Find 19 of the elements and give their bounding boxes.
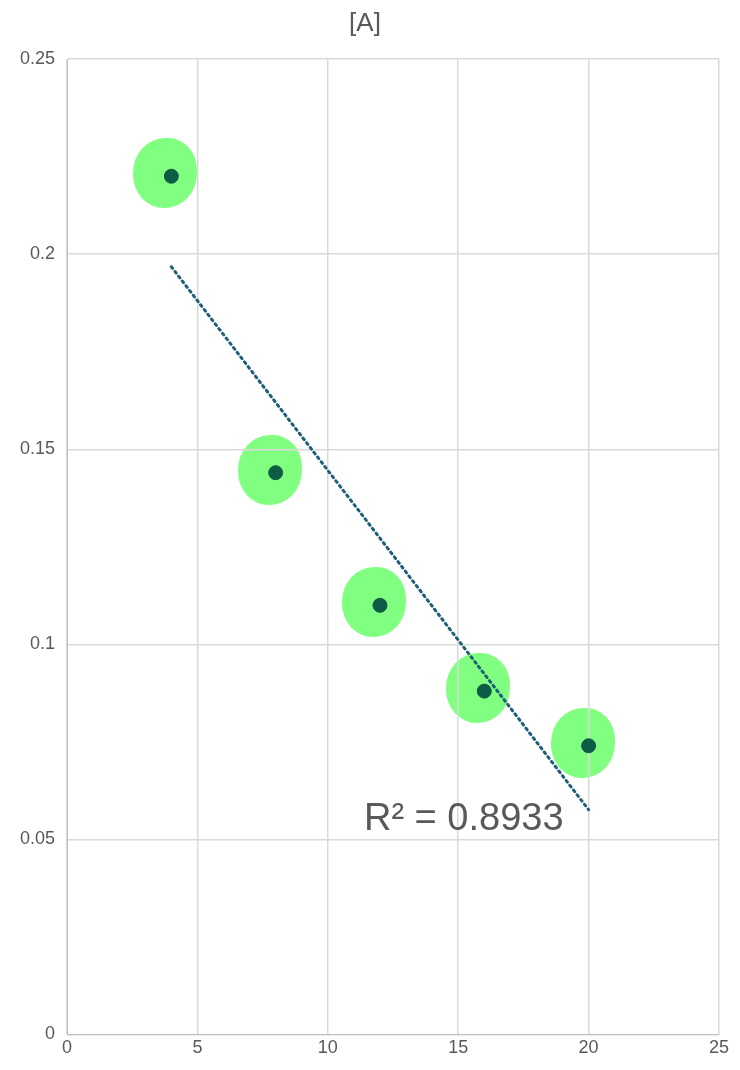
x-tick-label: 5 xyxy=(192,1037,203,1058)
point xyxy=(476,683,492,699)
point xyxy=(163,168,179,184)
y-tick-label: 0 xyxy=(45,1023,56,1044)
point xyxy=(268,465,284,481)
x-tick-label: 25 xyxy=(708,1037,729,1058)
x-tick-label: 10 xyxy=(317,1037,338,1058)
y-tick-label: 0.05 xyxy=(19,828,56,849)
y-tick-label: 0.2 xyxy=(30,243,56,264)
chart-title: [A] xyxy=(349,6,381,37)
x-tick-label: 20 xyxy=(578,1037,599,1058)
point xyxy=(581,738,597,754)
y-tick-label: 0.15 xyxy=(19,438,56,459)
y-tick-label: 0.1 xyxy=(30,633,56,654)
annotation: R² = 0.8933 xyxy=(363,796,564,839)
x-tick-label: 15 xyxy=(448,1037,469,1058)
x-tick-label: 0 xyxy=(62,1037,73,1058)
point xyxy=(372,597,388,613)
y-tick-label: 0.25 xyxy=(19,48,56,69)
